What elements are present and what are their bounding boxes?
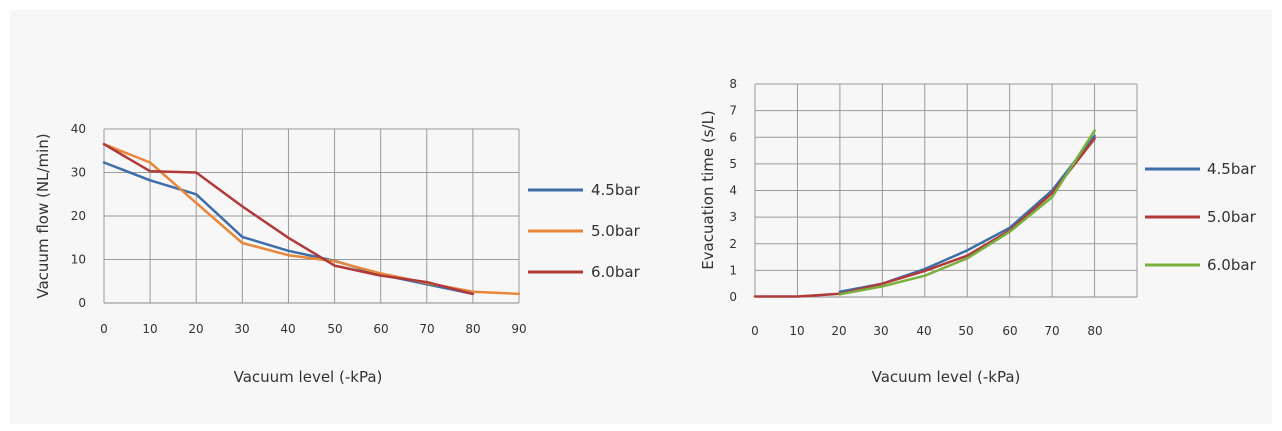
y-tick-label: 0 — [729, 290, 737, 304]
x-tick-label: 60 — [1002, 324, 1017, 338]
x-tick-label: 20 — [831, 324, 846, 338]
y-tick-label: 10 — [71, 253, 86, 267]
series-line — [838, 129, 1096, 296]
x-tick-label: 10 — [142, 322, 157, 336]
y-tick-label: 8 — [729, 77, 737, 91]
legend-label: 6.0bar — [1207, 256, 1257, 274]
x-tick-label: 40 — [280, 322, 295, 336]
legend-label: 6.0bar — [591, 263, 641, 281]
x-tick-label: 80 — [1087, 324, 1102, 338]
y-tick-label: 0 — [78, 296, 86, 310]
x-tick-label: 0 — [751, 324, 759, 338]
y-tick-label: 40 — [71, 122, 86, 136]
x-tick-label: 50 — [327, 322, 342, 336]
x-axis-title: Vacuum level (-kPa) — [234, 368, 383, 386]
x-tick-label: 70 — [1044, 324, 1059, 338]
x-tick-label: 90 — [511, 322, 526, 336]
y-tick-label: 2 — [729, 237, 737, 251]
y-tick-label: 1 — [729, 263, 737, 277]
x-tick-label: 30 — [234, 322, 249, 336]
y-tick-label: 20 — [71, 209, 86, 223]
y-tick-label: 6 — [729, 130, 737, 144]
legend-label: 4.5bar — [591, 181, 641, 199]
legend-label: 5.0bar — [1207, 208, 1257, 226]
x-axis-title: Vacuum level (-kPa) — [872, 368, 1021, 386]
series-line — [102, 142, 475, 296]
y-tick-label: 30 — [71, 166, 86, 180]
series-line — [753, 137, 1096, 298]
x-tick-label: 20 — [188, 322, 203, 336]
x-tick-label: 60 — [373, 322, 388, 336]
x-tick-label: 80 — [465, 322, 480, 336]
series-line — [102, 142, 521, 296]
legend-label: 5.0bar — [591, 222, 641, 240]
x-tick-label: 40 — [916, 324, 931, 338]
x-tick-label: 70 — [419, 322, 434, 336]
x-tick-label: 0 — [100, 322, 108, 336]
x-tick-label: 50 — [958, 324, 973, 338]
legend-label: 4.5bar — [1207, 160, 1257, 178]
x-tick-label: 10 — [789, 324, 804, 338]
y-tick-label: 3 — [729, 210, 737, 224]
y-axis-title: Evacuation time (s/L) — [699, 110, 717, 270]
vacuum-flow-chart: 0 10 20 30 40 0 10 20 30 40 50 60 70 80 90 Vacuum level… — [34, 122, 641, 386]
y-tick-label: 4 — [729, 184, 737, 198]
y-tick-label: 7 — [729, 104, 737, 118]
y-tick-label: 5 — [729, 157, 737, 171]
y-axis-title: Vacuum flow (NL/min) — [34, 133, 52, 298]
x-tick-label: 30 — [873, 324, 888, 338]
